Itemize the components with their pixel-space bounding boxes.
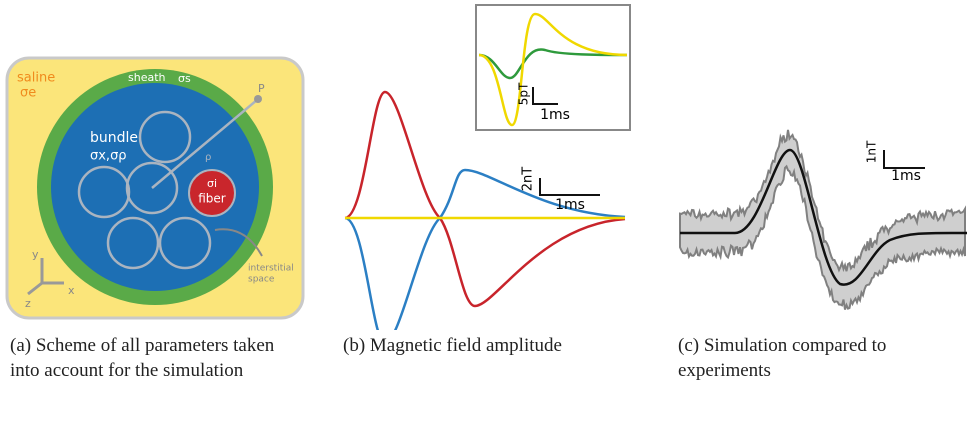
inset-green-curve: [478, 48, 628, 80]
interstitial-arrow: [214, 228, 263, 257]
caption-c: (c) Simulation compared to experiments: [678, 335, 887, 381]
label-bundle: bundle: [90, 130, 138, 146]
scale-time: 1ms: [891, 168, 921, 184]
label-interstitial-1: interstitial: [248, 264, 294, 274]
fiber-outlines: [77, 110, 212, 270]
scale-amplitude: 1nT: [865, 140, 879, 163]
fiber: [188, 169, 236, 217]
label-interstitial-2: space: [248, 275, 275, 285]
main-scale-amplitude: 2nT: [521, 167, 536, 192]
label-sigma-s: σs: [178, 72, 191, 85]
main-scale-bar: [539, 178, 600, 196]
label-axis-y: y: [32, 248, 39, 261]
label-sheath: sheath: [128, 71, 166, 84]
inset-scale-time: 1ms: [540, 107, 570, 123]
experiment-band: [679, 129, 966, 310]
axes-icon: [27, 258, 64, 296]
label-axis-x: x: [68, 284, 75, 297]
inset-scale-amplitude: 5pT: [517, 82, 531, 105]
blue-curve: [344, 168, 626, 330]
label-saline: saline: [17, 71, 55, 86]
rho-line: [151, 99, 258, 189]
point-p: [254, 95, 262, 103]
label-fiber: fiber: [198, 192, 226, 206]
figure: saline σe sheath σs bundle σx,σρ P ρ σi …: [5, 4, 967, 330]
label-axis-z: z: [25, 297, 31, 310]
label-rho: ρ: [205, 152, 211, 163]
label-sigma-bundle: σx,σρ: [90, 149, 127, 164]
label-sigma-i: σi: [207, 177, 217, 190]
main-scale-time: 1ms: [555, 197, 585, 213]
caption-b: (b) Magnetic field amplitude: [343, 335, 562, 356]
scale-bar: [883, 150, 925, 169]
inset-scale-bar: [532, 87, 558, 105]
label-sigma-e: σe: [20, 86, 36, 101]
simulation-curve: [680, 148, 967, 286]
label-p: P: [258, 82, 265, 95]
inset-yellow-curve: [478, 12, 628, 127]
caption-a: (a) Scheme of all parameters taken into …: [10, 335, 275, 381]
